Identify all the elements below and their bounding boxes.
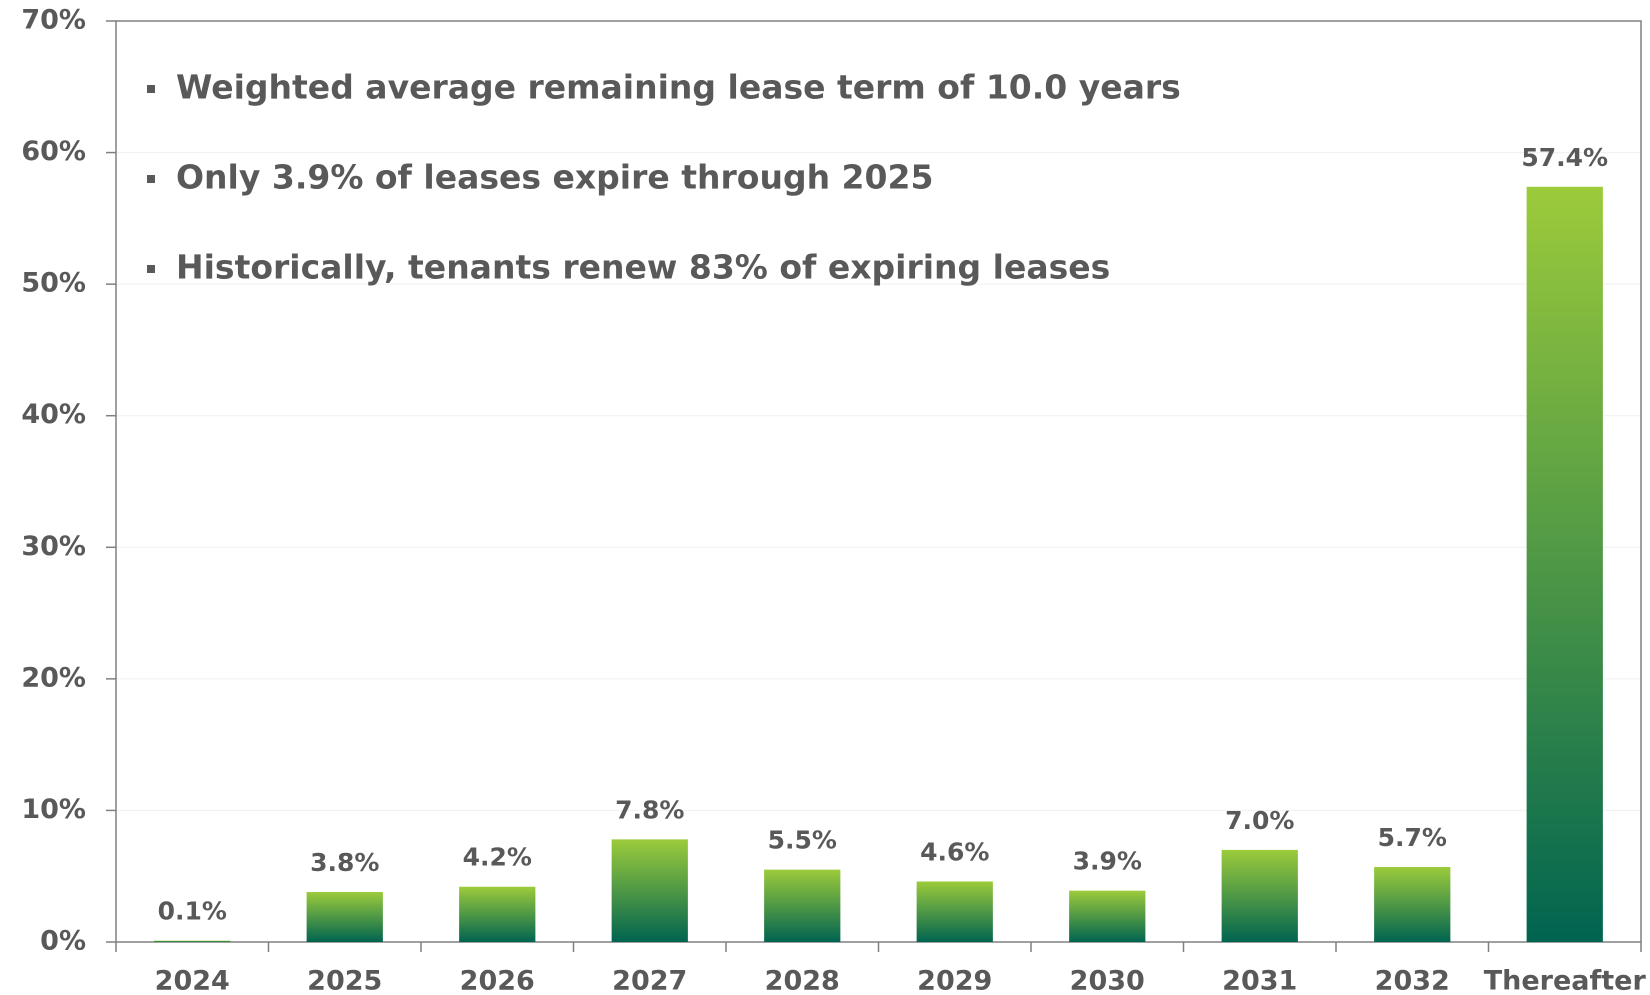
value-label: 57.4% (1521, 143, 1608, 172)
value-label: 3.9% (1073, 847, 1142, 876)
x-tick-label: Thereafter (1484, 966, 1647, 995)
value-label: 7.8% (615, 795, 684, 824)
annotation: Only 3.9% of leases expire through 2025 (176, 158, 933, 197)
y-tick-label: 70% (21, 5, 86, 36)
x-tick-label: 2028 (765, 966, 840, 995)
value-label: 3.8% (310, 848, 379, 877)
value-label: 5.7% (1378, 823, 1447, 852)
bar (916, 881, 993, 942)
y-tick-label: 10% (21, 794, 86, 825)
value-label: 0.1% (158, 897, 227, 926)
x-tick-label: 2026 (460, 966, 535, 995)
y-tick-label: 30% (21, 531, 86, 562)
value-label: 7.0% (1225, 806, 1294, 835)
x-tick-label: 2029 (917, 966, 992, 995)
bar (459, 886, 536, 942)
y-tick-label: 40% (21, 399, 86, 430)
x-tick-label: 2024 (155, 966, 230, 995)
x-tick-label: 2027 (612, 966, 687, 995)
value-label: 5.5% (768, 826, 837, 855)
y-tick-label: 20% (21, 662, 86, 693)
bullet (147, 265, 155, 273)
x-tick-label: 2031 (1222, 966, 1297, 995)
bar (1374, 867, 1451, 942)
value-label: 4.2% (463, 843, 532, 872)
bullet (147, 175, 155, 183)
bar (1221, 849, 1298, 942)
x-tick-label: 2025 (307, 966, 382, 995)
bar (306, 892, 383, 942)
bar (1069, 890, 1146, 942)
bar (764, 869, 841, 942)
annotation: Historically, tenants renew 83% of expir… (176, 248, 1110, 287)
y-tick-label: 60% (21, 136, 86, 167)
annotation: Weighted average remaining lease term of… (176, 68, 1181, 107)
bar (154, 940, 231, 942)
x-tick-label: 2030 (1070, 966, 1145, 995)
y-tick-label: 0% (40, 926, 86, 957)
bar (611, 839, 688, 942)
x-tick-label: 2032 (1375, 966, 1450, 995)
value-label: 4.6% (920, 837, 989, 866)
bar (1526, 186, 1603, 942)
bullet (147, 85, 155, 93)
y-tick-label: 50% (21, 268, 86, 299)
